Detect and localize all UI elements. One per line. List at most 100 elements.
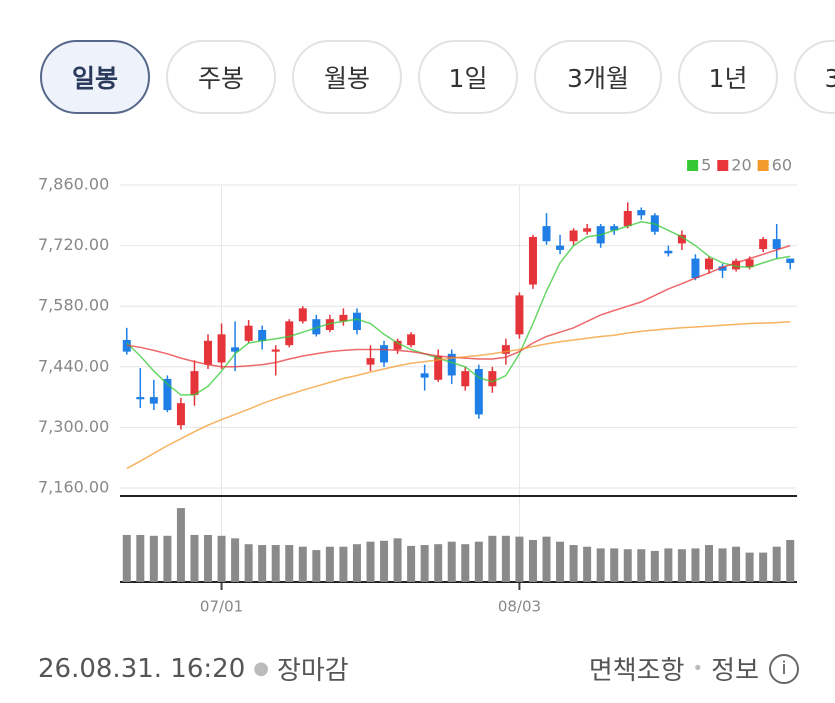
volume-bar	[623, 549, 632, 582]
candle-body	[163, 378, 172, 411]
y-tick-label: 7,720.00	[38, 235, 109, 254]
candle-body	[732, 260, 741, 270]
candle-body	[204, 340, 213, 365]
volume-bar	[637, 549, 646, 582]
candle-body	[474, 368, 483, 415]
candle-body	[447, 353, 456, 376]
candle-body	[569, 230, 578, 242]
volume-bar	[217, 535, 226, 582]
period-tab[interactable]: 일봉	[40, 40, 150, 114]
legend-swatch	[757, 160, 769, 171]
volume-bar	[231, 538, 240, 582]
period-tab[interactable]: 1일	[418, 40, 518, 114]
volume-bar	[122, 534, 131, 582]
candle-body	[637, 210, 646, 216]
volume-bar	[244, 544, 253, 582]
footer-left: 26.08.31. 16:20 ● 장마감	[38, 650, 349, 687]
candle-body	[352, 312, 361, 331]
candle-body	[461, 371, 470, 387]
candle-body	[718, 266, 727, 271]
volume-bar	[596, 548, 605, 582]
candle-body	[677, 234, 686, 244]
candle-body	[136, 397, 145, 400]
candle-body	[691, 258, 700, 279]
info-icon[interactable]: i	[769, 653, 799, 684]
y-tick-label: 7,440.00	[38, 356, 109, 375]
volume-bar	[501, 535, 510, 582]
info-link[interactable]: 정보	[711, 656, 759, 686]
candle-body	[285, 321, 294, 346]
volume-bar	[407, 545, 416, 582]
candle-body	[610, 226, 619, 231]
volume-bar	[434, 544, 443, 582]
volume-bar	[339, 546, 348, 582]
candle-body	[271, 349, 280, 352]
volume-bar	[745, 552, 754, 582]
volume-bar	[352, 544, 361, 582]
candle-body	[434, 355, 443, 380]
volume-bar	[664, 548, 673, 582]
volume-bar	[691, 548, 700, 582]
volume-bar	[163, 535, 172, 582]
period-tab[interactable]: 주봉	[166, 40, 276, 114]
volume-bar	[704, 545, 713, 582]
candle-body	[420, 373, 429, 378]
legend-swatch	[687, 160, 699, 171]
period-tab[interactable]: 월봉	[292, 40, 402, 114]
volume-bar	[772, 546, 781, 582]
ma-line	[126, 221, 791, 396]
volume-bar	[312, 550, 321, 582]
candle-body	[366, 358, 375, 365]
disclaimer-link[interactable]: 면책조항	[588, 656, 685, 686]
candle-body	[149, 397, 158, 404]
volume-bar	[718, 548, 727, 582]
period-tab[interactable]: 3개월	[534, 40, 662, 114]
candle-body	[231, 347, 240, 352]
candle-body	[488, 371, 497, 387]
candle-body	[583, 228, 592, 232]
market-status: 장마감	[276, 656, 349, 686]
volume-bar	[610, 548, 619, 582]
candle-body	[556, 245, 565, 250]
volume-bar	[759, 552, 768, 582]
y-tick-label: 7,580.00	[38, 296, 109, 315]
volume-bar	[474, 541, 483, 582]
volume-bar	[366, 541, 375, 582]
x-tick-label: 07/01	[200, 598, 243, 616]
volume-bar	[420, 545, 429, 582]
candle-body	[664, 250, 673, 254]
candle-body	[298, 308, 307, 322]
candle-body	[407, 334, 416, 346]
y-tick-label: 7,860.00	[38, 175, 109, 194]
candle-body	[217, 334, 226, 363]
legend-label: 20	[731, 156, 751, 175]
candle-body	[786, 258, 795, 263]
candle-body	[339, 314, 348, 322]
candle-body	[704, 258, 713, 270]
datetime: 26.08.31. 16:20	[38, 653, 246, 684]
volume-bar	[258, 545, 267, 582]
volume-bar	[583, 546, 592, 582]
volume-bar	[325, 546, 334, 582]
candle-body	[312, 319, 321, 335]
volume-bar	[176, 508, 185, 582]
volume-bar	[542, 536, 551, 582]
legend-label: 5	[701, 156, 711, 175]
volume-bar	[556, 541, 565, 582]
volume-bar	[461, 544, 470, 582]
candle-body	[542, 226, 551, 242]
chart: 7,160.00 7,300.00 7,440.00 7,580.00 7,720.00…	[38, 156, 797, 616]
candle-body	[759, 239, 768, 250]
period-tab[interactable]: 1년	[678, 40, 778, 114]
legend-label: 60	[772, 156, 792, 175]
y-tick-label: 7,300.00	[38, 417, 109, 436]
volume-bar	[515, 536, 524, 582]
volume-bar	[204, 534, 213, 582]
candle-body	[190, 371, 199, 395]
volume-bar	[447, 541, 456, 582]
volume-bar	[298, 546, 307, 582]
footer-right: 면책조항 • 정보 i	[589, 650, 799, 687]
tab-bar: 일봉주봉월봉1일3개월1년3년	[0, 0, 835, 130]
volume-bar	[149, 535, 158, 582]
